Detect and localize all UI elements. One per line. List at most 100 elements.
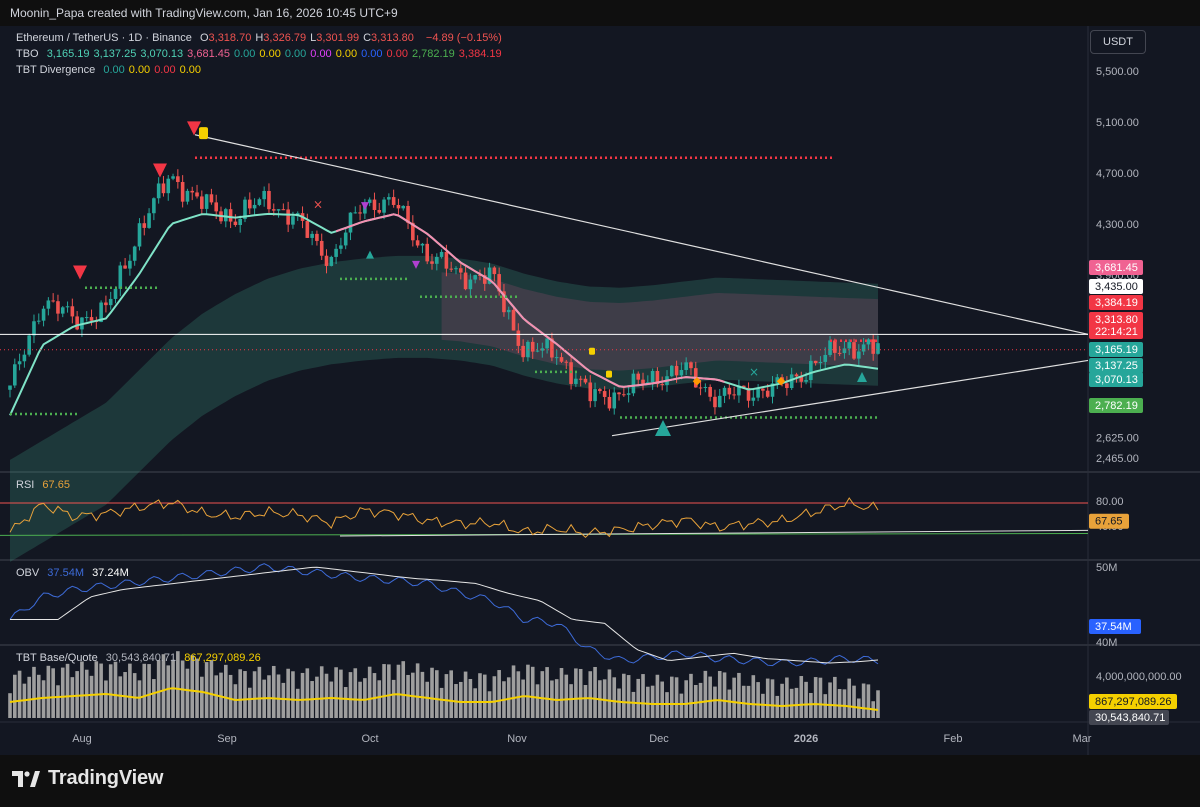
volume-bar — [190, 655, 195, 718]
volume-bar — [161, 654, 166, 718]
candle-body — [339, 245, 343, 249]
candle-body — [70, 306, 75, 317]
candle-body — [876, 343, 880, 354]
candle-body — [310, 233, 314, 238]
divergence-name[interactable]: TBT Divergence — [16, 64, 96, 76]
base-quote-value-2: 867,297,089.26 — [184, 652, 261, 664]
volume-bar — [80, 661, 84, 718]
volume-bar — [228, 674, 233, 718]
volume-bar — [564, 674, 569, 718]
volume-bar — [823, 694, 828, 718]
volume-bar — [252, 671, 257, 718]
obv-value-badge — [1089, 619, 1141, 634]
candle-body — [703, 386, 708, 388]
candle-body — [291, 216, 295, 225]
indicator-value: 3,165.19 — [46, 48, 90, 60]
tradingview-brand: TradingView — [48, 767, 164, 789]
candle-body — [176, 176, 180, 182]
volume-bar — [391, 679, 396, 718]
candle-body — [785, 383, 789, 389]
volume-bar — [828, 682, 832, 718]
base-quote-name[interactable]: TBT Base/Quote — [16, 652, 98, 664]
candle-body — [367, 199, 372, 203]
divergence-triangle — [361, 202, 369, 211]
volume-bar — [818, 677, 823, 718]
candle-body — [823, 354, 828, 362]
volume-bar — [137, 680, 142, 718]
candle-body — [842, 348, 847, 354]
volume-bar — [478, 673, 482, 718]
tradingview-logo-icon — [12, 770, 40, 787]
divergence-legend: TBT Divergence 0.00 0.00 0.00 0.00 — [16, 64, 210, 76]
volume-bar — [12, 674, 17, 718]
volume-bar — [641, 674, 645, 718]
volume-bar — [200, 676, 204, 718]
sell-signal-triangle — [153, 163, 167, 178]
rsi-value: 67.65 — [42, 479, 70, 491]
tradingview-logo[interactable]: TradingView — [12, 767, 163, 790]
candle-body — [262, 190, 266, 200]
candle-body — [391, 197, 396, 205]
symbol-title[interactable]: Ethereum / TetherUS · 1D · Binance — [16, 32, 192, 44]
volume-bar — [761, 693, 765, 718]
volume-bar — [118, 676, 123, 718]
volume-bar — [60, 667, 65, 718]
candle-body — [526, 341, 530, 358]
volume-bar — [51, 668, 55, 718]
volume-bar — [425, 681, 430, 718]
indicator-value: 0.00 — [259, 48, 281, 60]
volume-bar — [353, 668, 358, 718]
candle-body — [770, 383, 775, 397]
candle-body — [516, 330, 521, 346]
candle-body — [60, 307, 65, 314]
volume-bar — [468, 679, 473, 718]
candle-body — [27, 335, 31, 355]
candle-body — [737, 385, 741, 396]
candle-body — [574, 378, 578, 384]
volume-bar — [243, 671, 247, 718]
chart-canvas[interactable]: ××5,500.005,100.004,700.004,300.003,900.… — [0, 26, 1200, 755]
candle-body — [377, 209, 382, 213]
indicator-value: 0.00 — [154, 64, 176, 76]
volume-bar — [847, 678, 852, 718]
candle-body — [722, 387, 727, 396]
price-level-label: 3,070.13 — [1095, 374, 1138, 386]
candle-body — [463, 272, 468, 290]
candle-body — [741, 385, 746, 388]
chart-frame[interactable]: × × 5,500.00 5,100.00 4,700.00 4,300.00 3,900.… — [0, 26, 1200, 755]
candle-body — [382, 199, 386, 213]
volume-bar — [415, 663, 420, 718]
volume-bar — [56, 685, 60, 718]
candle-body — [22, 354, 27, 362]
candle-body — [200, 196, 204, 209]
volume-bar — [473, 688, 477, 718]
currency-button[interactable]: USDT — [1090, 30, 1146, 54]
volume-bar — [132, 673, 137, 718]
volume-bar — [343, 687, 348, 718]
time-tick-label: Mar — [1073, 733, 1092, 745]
candle-body — [598, 389, 602, 392]
rsi-name[interactable]: RSI — [16, 479, 35, 491]
ohlc-label: H — [255, 32, 264, 44]
candle-body — [679, 369, 684, 376]
diamond-marker — [692, 377, 702, 386]
candle-body — [626, 393, 631, 395]
volume-bar — [401, 661, 406, 718]
volume-bar — [497, 670, 501, 718]
candle-body — [583, 378, 588, 383]
volume-bar — [804, 681, 808, 718]
obv-name[interactable]: OBV — [16, 567, 40, 579]
divergence-marker — [589, 347, 595, 355]
volume-bar — [751, 675, 756, 718]
ohlc-item: H3,326.79 — [255, 32, 306, 44]
price-level-label: 22:14:21 — [1095, 326, 1138, 338]
volume-bar — [291, 671, 295, 718]
price-level-label: 3,435.00 — [1095, 281, 1138, 293]
price-level-badge — [1089, 295, 1143, 310]
volume-bar — [789, 688, 794, 718]
time-tick-label: Aug — [72, 733, 92, 745]
candle-body — [12, 364, 17, 386]
volume-bar — [708, 676, 712, 718]
volume-bar — [737, 672, 741, 718]
tbo-name[interactable]: TBO — [16, 48, 39, 60]
